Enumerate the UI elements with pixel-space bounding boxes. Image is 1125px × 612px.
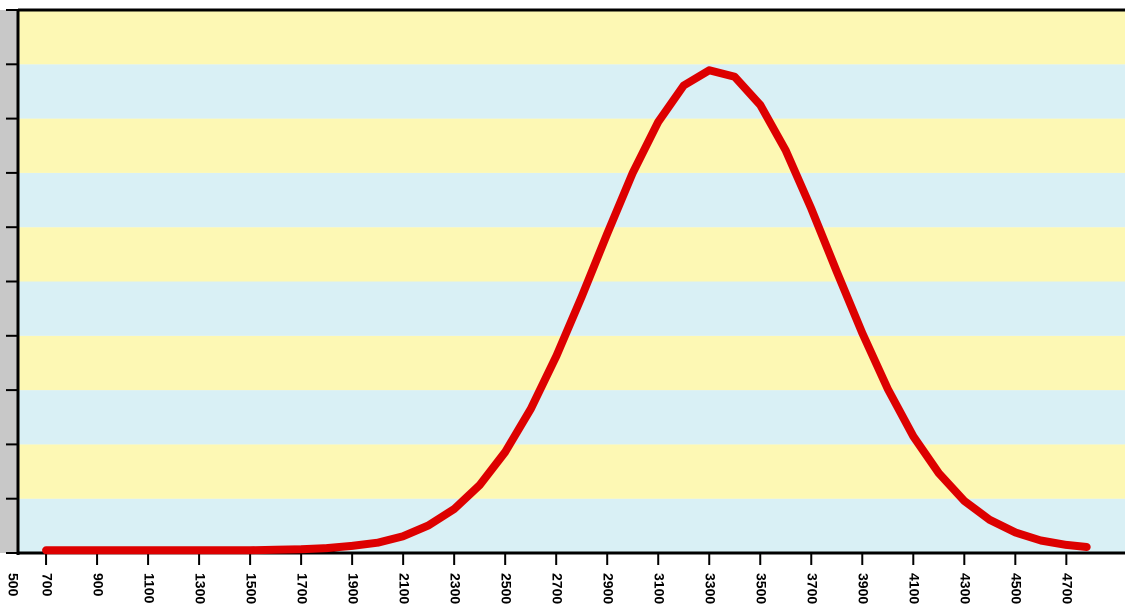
stripe [18, 172, 1125, 228]
stripe [18, 10, 1125, 65]
stripe [18, 227, 1125, 282]
x-tick-label: 2500 [498, 573, 514, 604]
x-tick-label: 3500 [754, 573, 770, 604]
x-tick-label: 1500 [243, 573, 259, 604]
stripe [18, 390, 1125, 445]
x-tick-label: 1700 [294, 573, 310, 604]
x-tick-label: 900 [90, 573, 106, 597]
stripe [18, 64, 1125, 119]
stripe [18, 498, 1125, 553]
x-tick-label: 4500 [1009, 573, 1025, 604]
x-tick-label: 4300 [958, 573, 974, 604]
x-tick-label: 1300 [192, 573, 208, 604]
x-tick-label: 700 [39, 573, 55, 597]
x-tick-label: 1900 [345, 573, 361, 604]
x-tick-label: 3900 [856, 573, 872, 604]
x-tick-label: 500 [5, 573, 21, 597]
x-tick-label: 1100 [141, 573, 157, 604]
x-tick-label: 2300 [447, 573, 463, 604]
x-tick-label: 4700 [1060, 573, 1076, 604]
line-series [42, 66, 1091, 555]
x-tick-label: 2100 [396, 573, 412, 604]
x-tick-label: 4100 [907, 573, 923, 604]
stripe [18, 118, 1125, 173]
x-tick-label: 3700 [805, 573, 821, 604]
x-tick-label: 2900 [601, 573, 617, 604]
stripe [18, 335, 1125, 391]
x-tick-label: 2700 [549, 573, 565, 604]
x-tick-label: 3100 [652, 573, 668, 604]
x-tick-label: 3300 [703, 573, 719, 604]
